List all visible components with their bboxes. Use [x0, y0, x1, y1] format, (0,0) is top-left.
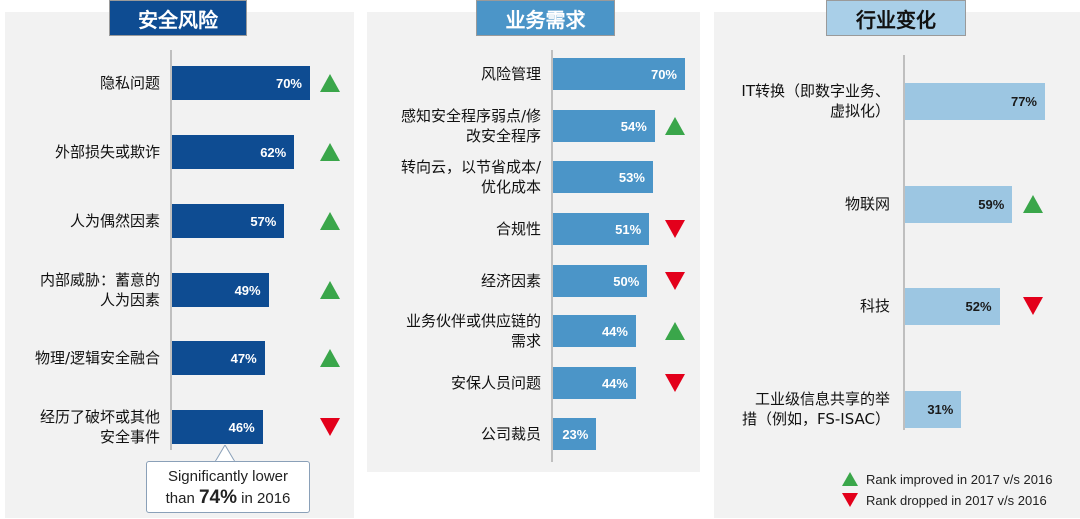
axis-line	[170, 50, 172, 450]
up-triangle-icon	[665, 117, 685, 135]
bar: 53%	[553, 161, 653, 193]
down-triangle-icon	[320, 418, 340, 436]
category-label: 公司裁员	[480, 425, 541, 443]
category-label: 感知安全程序弱点/修 改安全程序	[400, 107, 541, 145]
bar: 51%	[553, 213, 650, 245]
bar-value-label: 49%	[234, 282, 261, 298]
up-triangle-icon	[320, 143, 340, 161]
bar: 77%	[905, 82, 1045, 120]
bar: 57%	[172, 204, 285, 238]
annotation-line2: than 74% in 2016	[147, 487, 309, 509]
down-triangle-icon	[665, 374, 685, 392]
bar-value-label: 52%	[965, 298, 992, 314]
down-triangle-icon	[842, 493, 858, 507]
bar: 49%	[172, 273, 269, 307]
annotation-suffix: in 2016	[241, 490, 291, 507]
category-label: 合规性	[495, 220, 541, 238]
up-triangle-icon	[1023, 195, 1043, 213]
down-triangle-icon	[665, 272, 685, 290]
axis-line	[551, 50, 553, 462]
bar: 44%	[553, 315, 636, 347]
bar: 70%	[172, 66, 310, 100]
category-label: 人为偶然因素	[69, 212, 160, 230]
category-label: 物理/逻辑安全融合	[34, 349, 160, 367]
category-label: 隐私问题	[99, 74, 160, 92]
bar-value-label: 53%	[618, 169, 645, 185]
bar: 44%	[553, 367, 636, 399]
category-label: 风险管理	[480, 65, 541, 83]
category-label: 经历了破坏或其他 安全事件	[39, 408, 160, 446]
bar-value-label: 70%	[275, 75, 302, 91]
up-triangle-icon	[320, 212, 340, 230]
bar-value-label: 57%	[250, 213, 277, 229]
bar-value-label: 59%	[978, 196, 1005, 212]
bar-value-label: 54%	[620, 118, 647, 134]
bar-value-label: 23%	[562, 426, 589, 442]
legend-improved-label: Rank improved in 2017 v/s 2016	[866, 471, 1053, 487]
bar: 46%	[172, 410, 263, 444]
category-label: 经济因素	[480, 272, 541, 290]
up-triangle-icon	[320, 281, 340, 299]
category-label: 外部损失或欺诈	[54, 143, 160, 161]
down-triangle-icon	[1023, 297, 1043, 315]
category-label: 科技	[859, 297, 890, 315]
panel-title-business-needs: 业务需求	[476, 0, 615, 36]
bar: 54%	[553, 110, 655, 142]
bar: 70%	[553, 58, 685, 90]
bar: 47%	[172, 341, 265, 375]
category-label: 业务伙伴或供应链的 需求	[405, 312, 541, 350]
up-triangle-icon	[842, 472, 858, 486]
callout-pointer	[214, 444, 236, 463]
bar: 23%	[553, 418, 597, 450]
annotation-highlight: 74%	[198, 487, 237, 508]
up-triangle-icon	[665, 322, 685, 340]
up-triangle-icon	[320, 74, 340, 92]
bar-value-label: 50%	[613, 273, 640, 289]
category-label: IT转换（即数字业务、 虚拟化）	[741, 82, 890, 120]
bar-value-label: 44%	[601, 375, 628, 391]
category-label: 物联网	[844, 195, 890, 213]
bar: 52%	[905, 287, 1000, 325]
bar-value-label: 62%	[260, 144, 287, 160]
bar-value-label: 46%	[228, 419, 255, 435]
bar-value-label: 44%	[601, 323, 628, 339]
legend-dropped-label: Rank dropped in 2017 v/s 2016	[866, 492, 1047, 508]
category-label: 内部威胁：蓄意的 人为因素	[39, 271, 160, 309]
annotation-prefix: than	[165, 490, 195, 507]
category-label: 转向云，以节省成本/优化成本	[400, 158, 541, 196]
bar: 31%	[905, 390, 962, 428]
legend-improved: Rank improved in 2017 v/s 2016	[842, 470, 1052, 488]
axis-line	[903, 55, 905, 430]
bar-value-label: 77%	[1010, 93, 1037, 109]
up-triangle-icon	[320, 349, 340, 367]
bar: 59%	[905, 185, 1013, 223]
bar-value-label: 70%	[650, 66, 677, 82]
bar-value-label: 31%	[927, 401, 954, 417]
bar-value-label: 51%	[615, 221, 642, 237]
bar: 50%	[553, 265, 648, 297]
legend-dropped: Rank dropped in 2017 v/s 2016	[842, 491, 1047, 509]
bar-value-label: 47%	[230, 350, 257, 366]
panel-title-security-risks: 安全风险	[109, 0, 247, 36]
category-label: 安保人员问题	[450, 374, 541, 392]
annotation-line1: Significantly lower	[167, 468, 289, 485]
annotation-callout: Significantly lower than 74% in 2016	[146, 461, 310, 513]
bar: 62%	[172, 135, 295, 169]
panel-title-industry-changes: 行业变化	[826, 0, 966, 36]
down-triangle-icon	[665, 220, 685, 238]
category-label: 工业级信息共享的举 措（例如，FS-ISAC）	[742, 390, 890, 428]
